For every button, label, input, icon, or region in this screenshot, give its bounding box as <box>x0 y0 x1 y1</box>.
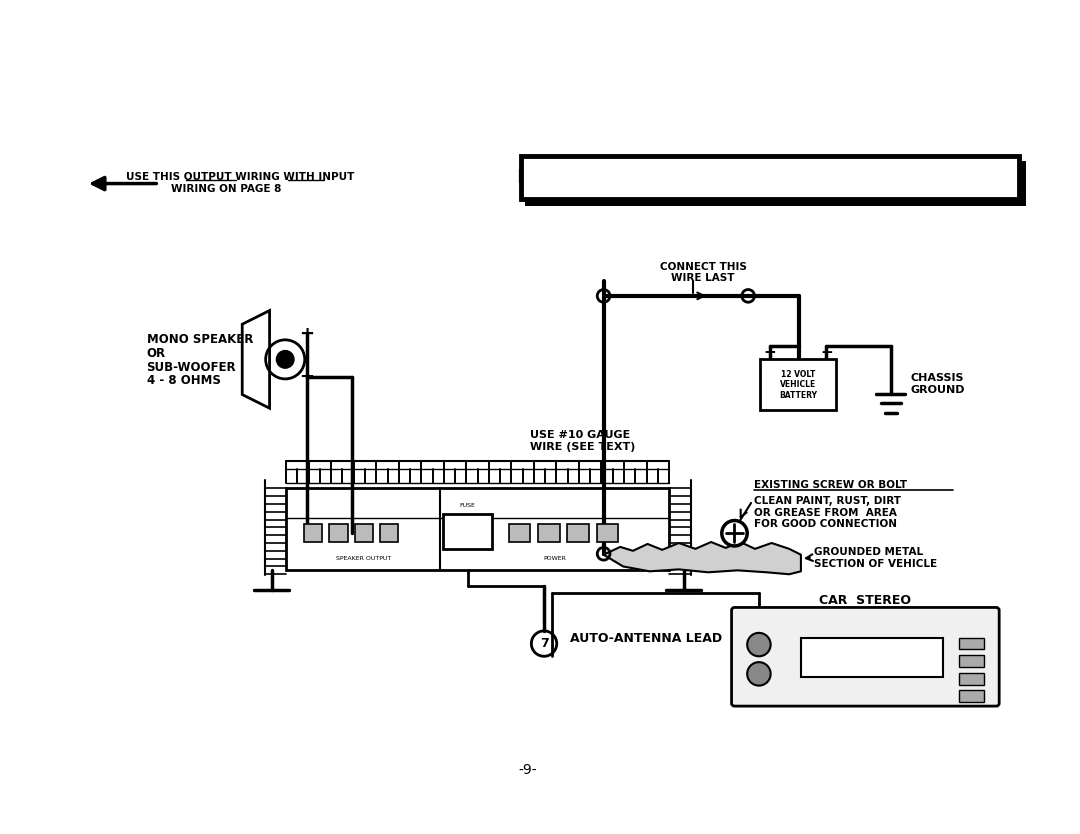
Text: EXISTING SCREW OR BOLT: EXISTING SCREW OR BOLT <box>754 480 907 490</box>
Text: USE #10 GAUGE: USE #10 GAUGE <box>530 430 631 440</box>
Bar <box>286 488 669 570</box>
Text: WIRE (SEE TEXT): WIRE (SEE TEXT) <box>530 442 636 452</box>
Text: CAR  STEREO: CAR STEREO <box>820 594 912 607</box>
Text: OR GREASE FROM  AREA: OR GREASE FROM AREA <box>754 508 896 518</box>
Text: SPEAKER OUTPUT: SPEAKER OUTPUT <box>336 556 391 561</box>
Bar <box>959 691 984 702</box>
Bar <box>526 199 1024 206</box>
Text: +: + <box>764 345 777 360</box>
Text: AUTO-ANTENNA LEAD: AUTO-ANTENNA LEAD <box>570 632 723 646</box>
Bar <box>521 156 1018 199</box>
Bar <box>597 525 618 542</box>
Text: OR: OR <box>147 347 165 360</box>
Bar <box>444 514 492 549</box>
Bar <box>354 525 373 542</box>
Text: FUSE: FUSE <box>459 504 475 509</box>
Bar <box>538 525 559 542</box>
Circle shape <box>747 662 771 686</box>
Bar <box>959 673 984 685</box>
Text: SECTION OF VEHICLE: SECTION OF VEHICLE <box>813 559 936 569</box>
Text: GROUNDED METAL: GROUNDED METAL <box>813 547 922 557</box>
Text: POWER: POWER <box>543 556 566 561</box>
Bar <box>509 525 530 542</box>
Bar <box>303 525 322 542</box>
Text: MONO (BRIDGED) OUTPUT WIRING DIAGRAM: MONO (BRIDGED) OUTPUT WIRING DIAGRAM <box>517 168 1023 187</box>
Polygon shape <box>604 542 801 575</box>
Text: −: − <box>820 345 833 360</box>
Bar <box>760 359 836 410</box>
Circle shape <box>747 633 771 656</box>
Text: WIRE LAST: WIRE LAST <box>672 274 735 284</box>
Text: SUB-WOOFER: SUB-WOOFER <box>147 360 237 374</box>
Bar <box>801 638 943 677</box>
Text: CHASSIS
GROUND: CHASSIS GROUND <box>910 373 964 394</box>
Text: MONO SPEAKER: MONO SPEAKER <box>147 334 253 346</box>
Text: FOR GOOD CONNECTION: FOR GOOD CONNECTION <box>754 520 897 530</box>
Text: +: + <box>299 325 314 343</box>
Text: 4 - 8 OHMS: 4 - 8 OHMS <box>147 374 220 387</box>
Bar <box>380 525 399 542</box>
Text: -9-: -9- <box>518 762 537 776</box>
Text: −: − <box>299 368 314 386</box>
Bar <box>1018 161 1026 206</box>
FancyBboxPatch shape <box>731 607 999 706</box>
Circle shape <box>276 350 294 368</box>
Bar <box>959 656 984 667</box>
Text: WIRING ON PAGE 8: WIRING ON PAGE 8 <box>172 184 282 194</box>
Text: 102.7  6: 102.7 6 <box>843 651 901 664</box>
Text: 12 VOLT
VEHICLE
BATTERY: 12 VOLT VEHICLE BATTERY <box>779 369 816 399</box>
Text: CLEAN PAINT, RUST, DIRT: CLEAN PAINT, RUST, DIRT <box>754 496 901 506</box>
Text: 7: 7 <box>540 637 549 650</box>
Text: USE THIS OUTPUT WIRING WITH INPUT: USE THIS OUTPUT WIRING WITH INPUT <box>126 172 354 182</box>
Bar <box>329 525 348 542</box>
Circle shape <box>721 520 747 546</box>
Bar <box>959 638 984 650</box>
Text: CONNECT THIS: CONNECT THIS <box>660 262 746 272</box>
Bar <box>567 525 589 542</box>
